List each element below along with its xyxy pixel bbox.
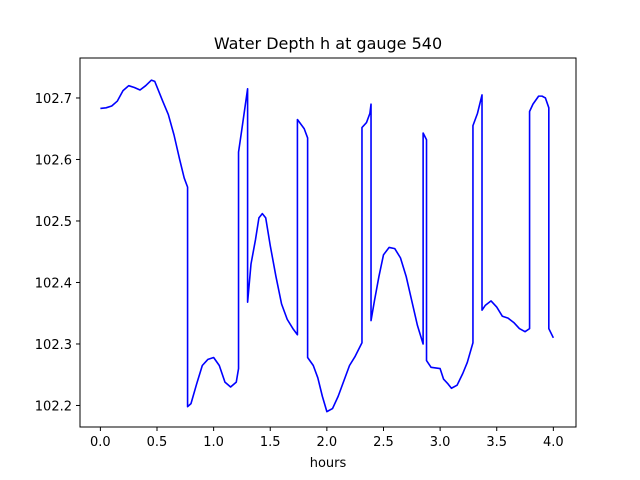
- y-tick-label: 102.6: [35, 153, 72, 168]
- x-tick-label: 1.0: [203, 435, 224, 450]
- x-tick-label: 3.0: [430, 435, 451, 450]
- x-axis: 0.0 0.5 1.0 1.5 2.0 2.5 3.0 3.5 4.0: [90, 427, 564, 450]
- y-tick-label: 102.2: [35, 399, 72, 414]
- series-line-water-depth: [100, 79, 555, 413]
- x-tick-label: 3.5: [486, 435, 507, 450]
- y-tick-label: 102.3: [35, 338, 72, 353]
- y-axis: 102.2 102.3 102.4 102.5 102.6 102.7: [35, 92, 80, 414]
- chart-title: Water Depth h at gauge 540: [214, 34, 442, 53]
- plot-frame: [79, 57, 577, 428]
- y-tick-label: 102.7: [35, 92, 72, 107]
- x-tick-label: 0.0: [90, 435, 111, 450]
- x-tick-label: 2.0: [317, 435, 338, 450]
- series-layer: [100, 79, 555, 413]
- y-tick-label: 102.4: [35, 276, 72, 291]
- x-axis-label: hours: [310, 456, 347, 471]
- x-tick-label: 4.0: [543, 435, 564, 450]
- y-tick-label: 102.5: [35, 215, 72, 230]
- x-tick-label: 0.5: [147, 435, 168, 450]
- x-tick-label: 1.5: [260, 435, 281, 450]
- x-tick-label: 2.5: [373, 435, 394, 450]
